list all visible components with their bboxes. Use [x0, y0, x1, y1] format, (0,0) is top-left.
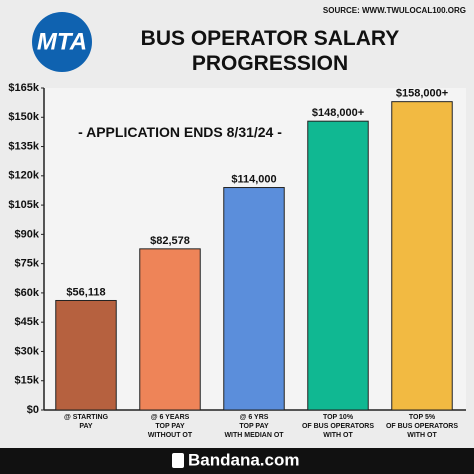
- y-tick-label: $105k: [8, 199, 39, 211]
- value-label: $56,118: [66, 286, 105, 298]
- x-tick-label: TOP 10% OF BUS OPERATORS WITH OT: [301, 414, 375, 439]
- bar: [223, 187, 285, 411]
- footer: Bandana.com: [188, 450, 299, 469]
- y-tick-label: $120k: [8, 170, 39, 182]
- chart-title: BUS OPERATOR SALARY PROGRESSION: [140, 27, 400, 75]
- x-tick-label: TOP 5% OF BUS OPERATORS WITH OT: [385, 414, 459, 439]
- x-tick-label: @ 6 YEARS TOP PAY WITHOUT OT: [147, 414, 193, 439]
- value-label: $158,000+: [396, 88, 448, 100]
- logo: MTA: [37, 28, 87, 55]
- logo-circle: [32, 12, 92, 72]
- y-tick-label: $15k: [15, 375, 40, 387]
- x-tick-label: @ STARTING PAY: [63, 414, 109, 430]
- x-tick-label: @ 6 YRS TOP PAY WITH MEDIAN OT: [224, 414, 284, 439]
- source: SOURCE: WWW.TWULOCAL100.ORG: [322, 6, 466, 15]
- y-tick-label: $135k: [8, 140, 39, 152]
- y-tick-label: $0: [27, 404, 39, 416]
- value-label: $114,000: [231, 173, 276, 185]
- y-tick-label: $30k: [15, 345, 40, 357]
- annotation: - APPLICATION ENDS 8/31/24 -: [78, 124, 282, 140]
- y-tick-label: $75k: [15, 258, 40, 270]
- bar: [55, 299, 117, 411]
- value-label: $148,000+: [312, 107, 364, 119]
- y-tick-label: $165k: [8, 82, 39, 94]
- bar: [139, 248, 201, 411]
- bar: [391, 101, 453, 411]
- y-tick-label: $150k: [8, 111, 39, 123]
- value-label: $82,578: [150, 235, 190, 247]
- y-tick-label: $90k: [15, 228, 40, 240]
- bus-icon: [172, 453, 184, 468]
- y-tick-label: $45k: [15, 316, 40, 328]
- bar: [307, 120, 369, 411]
- footer-bar: [0, 448, 474, 474]
- y-tick-label: $60k: [15, 287, 40, 299]
